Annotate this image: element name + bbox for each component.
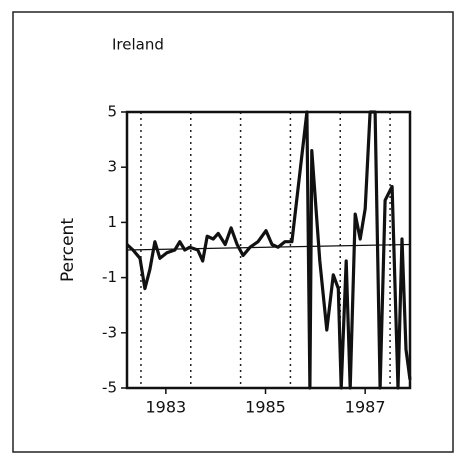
trend-line [126, 243, 411, 251]
plot-frame [125, 110, 412, 390]
frame [12, 11, 454, 453]
chart-title: Ireland [112, 36, 164, 54]
y-tick-label: 3 [107, 158, 117, 176]
x-tick-label: 1987 [345, 398, 386, 417]
y-tick-label: -1 [102, 268, 117, 286]
x-tick-label: 1983 [146, 398, 187, 417]
y-tick-label: 5 [107, 103, 117, 121]
data-line [125, 110, 412, 390]
y-tick-label: 1 [107, 213, 117, 231]
x-tick-label: 1985 [245, 398, 286, 417]
y-tick-label: -5 [102, 379, 117, 397]
y-tick-label: -3 [102, 323, 117, 341]
y-axis-label: Percent [58, 218, 78, 282]
